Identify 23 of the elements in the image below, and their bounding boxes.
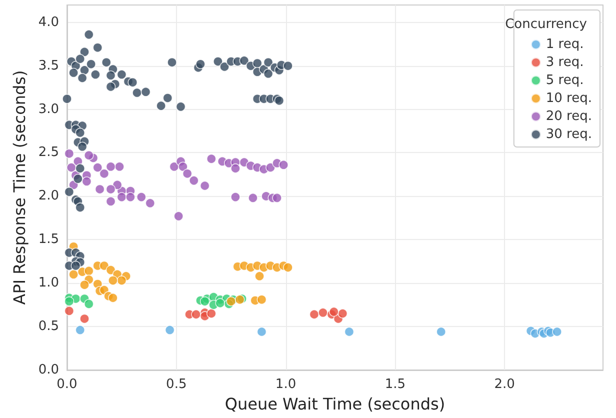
- x-axis-title: Queue Wait Time (seconds): [224, 394, 446, 414]
- y-tick-label: 1.0: [38, 276, 59, 291]
- y-axis-title: API Response Time (seconds): [10, 70, 29, 305]
- legend-label: 3 req.: [546, 55, 584, 70]
- legend-label: 20 req.: [546, 109, 592, 124]
- legend-label: 10 req.: [546, 91, 592, 106]
- y-tick-label: 3.5: [38, 58, 59, 74]
- y-tick-label: 4.0: [38, 14, 59, 30]
- y-tick-label: 2.0: [38, 188, 59, 204]
- legend-label: 30 req.: [546, 127, 592, 142]
- y-tick-label: 2.5: [38, 145, 59, 160]
- x-tick-label: 1.5: [384, 377, 406, 392]
- legend-title: Concurrency: [505, 17, 588, 32]
- y-tick-label: 0.0: [38, 362, 59, 378]
- y-tick-label: 0.5: [38, 319, 59, 334]
- x-tick-label: 0.5: [166, 377, 187, 392]
- x-tick-label: 0.0: [56, 377, 78, 392]
- legend-label: 5 req.: [546, 73, 584, 88]
- legend-label: 1 req.: [546, 37, 584, 52]
- x-tick-label: 1.0: [275, 377, 296, 392]
- y-tick-label: 3.0: [38, 102, 59, 117]
- y-tick-label: 1.5: [38, 232, 59, 248]
- x-tick-label: 2.0: [494, 377, 515, 392]
